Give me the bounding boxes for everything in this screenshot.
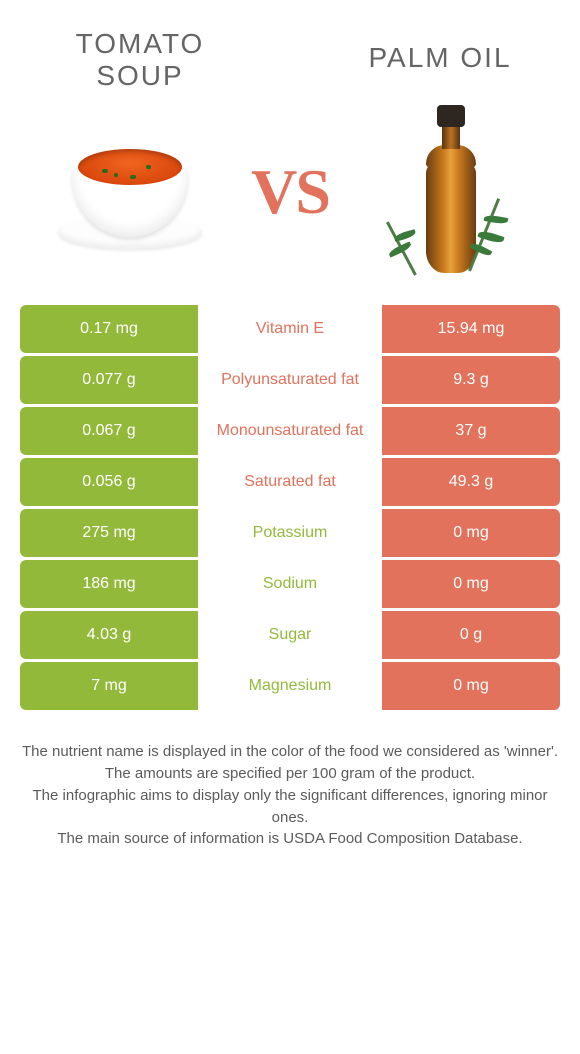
nutrient-right-value: 37 g [382, 407, 560, 455]
nutrient-left-value: 0.077 g [20, 356, 198, 404]
nutrient-name: Potassium [198, 509, 382, 557]
vs-label: VS [251, 155, 329, 229]
nutrient-left-value: 7 mg [20, 662, 198, 710]
footer-line: The infographic aims to display only the… [20, 785, 560, 829]
nutrient-row: 7 mgMagnesium0 mg [20, 662, 560, 710]
nutrient-left-value: 0.17 mg [20, 305, 198, 353]
nutrient-right-value: 49.3 g [382, 458, 560, 506]
nutrient-row: 0.077 gPolyunsaturated fat9.3 g [20, 356, 560, 404]
footer-notes: The nutrient name is displayed in the co… [20, 741, 560, 850]
nutrient-right-value: 0 g [382, 611, 560, 659]
nutrient-row: 275 mgPotassium0 mg [20, 509, 560, 557]
nutrient-right-value: 9.3 g [382, 356, 560, 404]
nutrient-left-value: 275 mg [20, 509, 198, 557]
nutrient-name: Sugar [198, 611, 382, 659]
footer-line: The amounts are specified per 100 gram o… [20, 763, 560, 785]
nutrient-row: 186 mgSodium0 mg [20, 560, 560, 608]
footer-line: The main source of information is USDA F… [20, 828, 560, 850]
nutrient-name: Saturated fat [198, 458, 382, 506]
left-food-image [40, 107, 220, 277]
nutrient-name: Vitamin E [198, 305, 382, 353]
nutrient-right-value: 0 mg [382, 560, 560, 608]
nutrient-row: 0.067 gMonounsaturated fat37 g [20, 407, 560, 455]
nutrient-name: Polyunsaturated fat [198, 356, 382, 404]
nutrient-left-value: 0.067 g [20, 407, 198, 455]
nutrient-right-value: 0 mg [382, 509, 560, 557]
nutrient-name: Monounsaturated fat [198, 407, 382, 455]
nutrient-row: 0.056 gSaturated fat49.3 g [20, 458, 560, 506]
nutrient-left-value: 0.056 g [20, 458, 198, 506]
nutrient-left-value: 186 mg [20, 560, 198, 608]
header: TOMATO SOUP PALM OIL [0, 0, 580, 102]
footer-line: The nutrient name is displayed in the co… [20, 741, 560, 763]
nutrient-row: 4.03 gSugar0 g [20, 611, 560, 659]
left-food-title: TOMATO SOUP [40, 28, 240, 92]
nutrient-right-value: 15.94 mg [382, 305, 560, 353]
nutrient-name: Magnesium [198, 662, 382, 710]
right-food-image [360, 107, 540, 277]
nutrient-name: Sodium [198, 560, 382, 608]
nutrient-table: 0.17 mgVitamin E15.94 mg0.077 gPolyunsat… [20, 302, 560, 713]
right-food-title: PALM OIL [340, 28, 540, 92]
images-row: VS [0, 102, 580, 302]
nutrient-left-value: 4.03 g [20, 611, 198, 659]
nutrient-row: 0.17 mgVitamin E15.94 mg [20, 305, 560, 353]
nutrient-right-value: 0 mg [382, 662, 560, 710]
